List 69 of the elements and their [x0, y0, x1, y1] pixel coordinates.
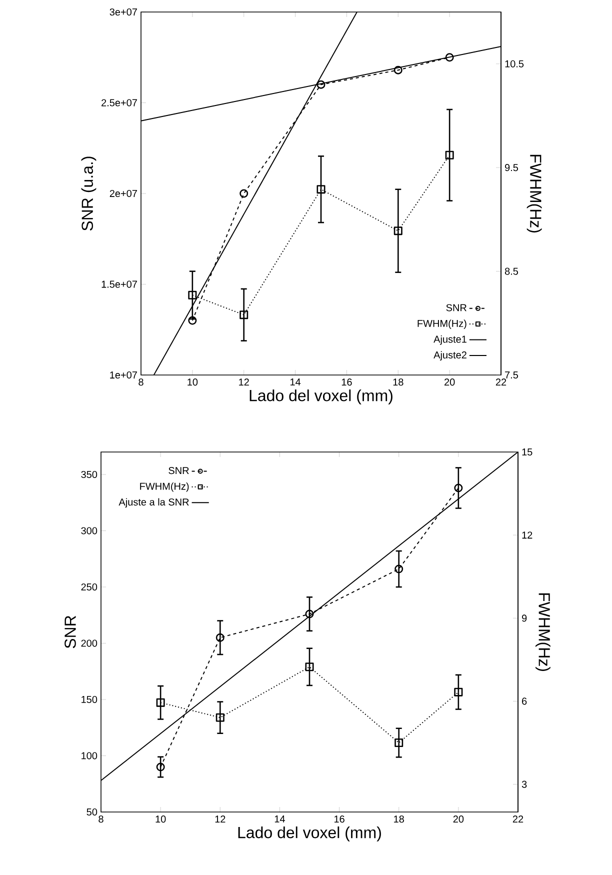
x-tick-label: 8 — [138, 378, 144, 386]
point — [316, 185, 326, 194]
point — [394, 738, 404, 748]
x-tick-label: 16 — [334, 816, 344, 823]
point — [240, 310, 248, 320]
y-tick-label: 350 — [81, 470, 98, 478]
y-tick-label: 1.5e+07 — [102, 280, 137, 288]
legend-label: SNR — [168, 466, 189, 474]
x-tick-label: 22 — [496, 378, 506, 386]
y-tick-label: 50 — [86, 808, 98, 816]
legend-label: Ajuste1 — [434, 335, 466, 345]
y2-tick-label: 10.5 — [505, 60, 524, 68]
point — [156, 762, 165, 772]
y2-tick-label: 7.5 — [505, 372, 518, 378]
y2-tick-label: 15 — [522, 448, 532, 456]
y-tick-label: 200 — [81, 640, 98, 647]
y-tick-label: 150 — [82, 696, 98, 704]
point — [305, 662, 314, 672]
y-tick-label: 2e+07 — [110, 190, 137, 198]
point — [305, 610, 314, 618]
x-axis-title: Lado del voxel (mm) — [238, 826, 381, 842]
point — [216, 633, 224, 642]
y2-axis-title: FWHM(Hz) — [526, 154, 542, 232]
x-tick-label: 8 — [98, 816, 104, 823]
x-tick-label: 18 — [394, 816, 404, 823]
y2-tick-label: 3 — [522, 780, 527, 788]
y2-tick-label: 9 — [522, 614, 527, 622]
y-tick-label: 2.5e+07 — [102, 99, 137, 106]
point — [188, 290, 197, 300]
point — [240, 189, 248, 198]
legend-label: Ajuste a la SNR — [118, 498, 189, 508]
point — [156, 698, 165, 707]
x-axis-title: Lado del voxel (mm) — [250, 389, 392, 404]
point — [445, 150, 454, 160]
x-tick-label: 14 — [274, 816, 285, 822]
x-tick-label: 10 — [188, 378, 198, 386]
legend-label: FWHM(Hz) — [418, 320, 466, 329]
x-tick-label: 12 — [239, 378, 249, 386]
x-tick-label: 20 — [444, 378, 455, 386]
y2-tick-label: 12 — [522, 532, 532, 539]
y2-axis-title: FWHM(Hz) — [536, 593, 550, 671]
x-tick-label: 18 — [393, 378, 404, 386]
point — [394, 564, 404, 574]
point — [316, 80, 326, 89]
x-tick-label: 10 — [156, 816, 166, 823]
y-axis-title: SNR (u.a.) — [81, 156, 96, 231]
legend-label: SNR — [446, 304, 466, 312]
point — [394, 226, 402, 236]
legend-label: Ajuste2 — [434, 351, 466, 360]
y-tick-label: 1e+07 — [110, 371, 137, 379]
point — [394, 66, 402, 74]
y-axis-title: SNR — [64, 616, 76, 648]
y2-tick-label: 9.5 — [505, 164, 518, 172]
y-tick-label: 3e+07 — [110, 8, 137, 16]
point — [454, 688, 463, 696]
y-tick-label: 300 — [81, 527, 98, 534]
x-tick-label: 16 — [342, 378, 352, 386]
x-tick-label: 12 — [215, 816, 226, 823]
y-tick-label: 250 — [81, 583, 98, 591]
y2-tick-label: 8.5 — [504, 268, 518, 275]
point — [445, 53, 454, 62]
point — [216, 713, 224, 722]
legend-label: FWHM(Hz) — [140, 482, 189, 492]
y-tick-label: 100 — [82, 752, 98, 760]
y2-tick-label: 6 — [522, 698, 527, 705]
x-tick-label: 14 — [290, 378, 301, 386]
x-tick-label: 20 — [453, 816, 464, 823]
x-tick-label: 22 — [512, 816, 524, 823]
point — [454, 484, 463, 492]
